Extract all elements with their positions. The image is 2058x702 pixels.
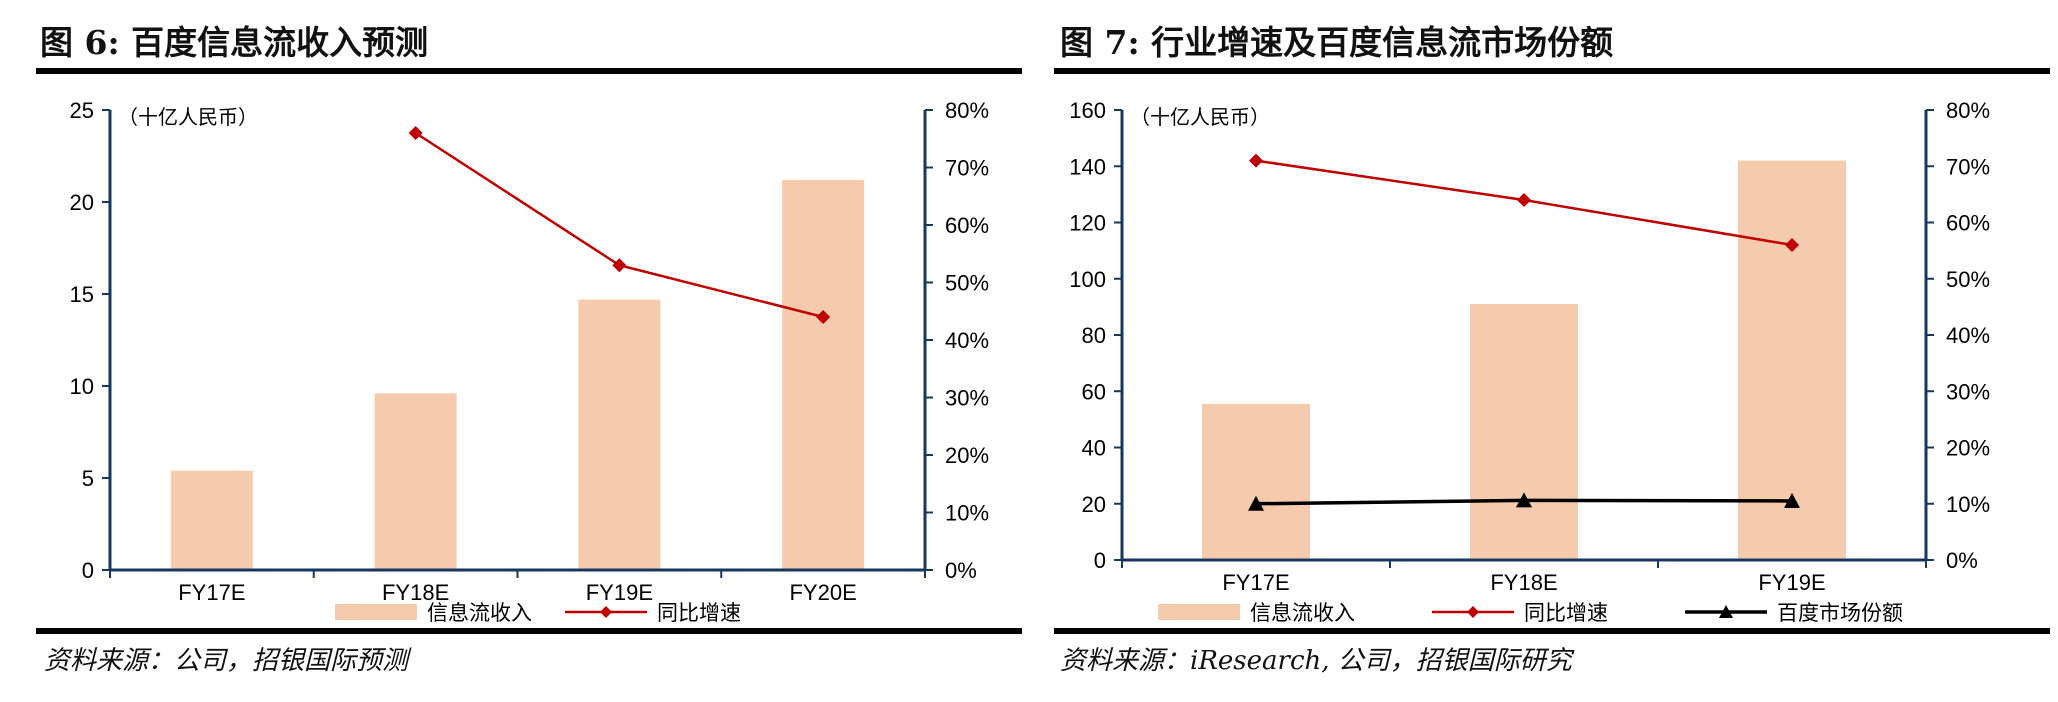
y2-tick-label: 20% (1946, 436, 1990, 461)
y-tick-label: 60 (1082, 379, 1106, 404)
figure-6-bottom-rule (36, 628, 1022, 634)
y-tick-label: 10 (70, 374, 94, 399)
series-line (414, 131, 824, 319)
bar (1202, 403, 1310, 560)
x-tick-label: FY19E (586, 580, 653, 605)
bar (170, 470, 253, 570)
y2-tick-label: 40% (1946, 323, 1990, 348)
y-tick-label: 160 (1069, 98, 1106, 123)
y-tick-label: 40 (1082, 436, 1106, 461)
x-tick-label: FY17E (1222, 570, 1289, 595)
y-tick-label: 15 (70, 282, 94, 307)
y2-tick-label: 0% (1946, 548, 1978, 573)
unit-note: （十亿人民币） (1130, 106, 1270, 129)
y2-tick-label: 40% (945, 328, 989, 353)
legend-label: 信息流收入 (1250, 602, 1355, 625)
y2-tick-label: 50% (1946, 267, 1990, 292)
y-tick-label: 25 (70, 98, 94, 123)
share-point (1248, 495, 1264, 511)
figure-7-top-rule (1054, 68, 2050, 74)
growth-point (816, 310, 831, 324)
y2-tick-label: 0% (945, 558, 977, 583)
y2-tick-label: 10% (1946, 492, 1990, 517)
figure-7-chart: 0 20 40 60 80 100 120 140 160 0% 10% 20% 30% 40% 50% 60… (1069, 98, 1990, 625)
y2-tick-label: 60% (945, 213, 989, 238)
legend-label: 同比增速 (657, 602, 741, 625)
bar (374, 393, 457, 570)
figure-7-bottom-rule (1054, 628, 2050, 634)
figure-6-top-rule (36, 68, 1022, 74)
figure-7-title: 图 7: 行业增速及百度信息流市场份额 (1060, 23, 1614, 62)
y-tick-label: 140 (1069, 154, 1106, 179)
y2-tick-label: 70% (1946, 154, 1990, 179)
figure-7-source: 资料来源：iResearch, 公司，招银国际研究 (1060, 646, 1572, 676)
legend-marker (600, 606, 612, 618)
unit-note: （十亿人民币） (118, 106, 258, 129)
y2-tick-label: 30% (1946, 379, 1990, 404)
y2-tick-label: 80% (1946, 98, 1990, 123)
growth-point (1249, 153, 1263, 168)
x-tick-label: FY17E (178, 580, 245, 605)
bar (782, 179, 865, 571)
y2-tick-label: 60% (1946, 211, 1990, 236)
y2-tick-label: 20% (945, 443, 989, 468)
y2-tick-label: 10% (945, 501, 989, 526)
figure-6-title: 图 6: 百度信息流收入预测 (40, 23, 429, 62)
growth-point (1517, 193, 1531, 207)
x-tick-label: FY18E (382, 580, 449, 605)
share-point (1516, 492, 1532, 508)
legend-label: 同比增速 (1524, 602, 1608, 625)
share-point (1784, 492, 1800, 508)
x-tick-label: FY19E (1758, 570, 1825, 595)
legend-swatch-bar (1158, 604, 1240, 620)
legend-label: 信息流收入 (427, 602, 532, 625)
legend-marker (1467, 606, 1479, 618)
y2-tick-label: 80% (945, 98, 989, 123)
bar (578, 299, 661, 570)
y2-tick-label: 30% (945, 386, 989, 411)
figure-7-panel: 图 7: 行业增速及百度信息流市场份额 0 20 40 60 80 100 120 140 16… (1050, 0, 2058, 702)
bar (1470, 304, 1578, 560)
x-tick-label: FY18E (1490, 570, 1557, 595)
legend-marker (1719, 605, 1733, 618)
figure-6-chart: 0 5 10 15 20 25 0% 10% 20% 30% 40% 50% 60% 70% 80% FY17… (70, 98, 990, 625)
growth-point (1785, 238, 1799, 252)
figure-6-panel: 图 6: 百度信息流收入预测 0 5 10 15 20 25 0% 10% 20% 30% 40% 5… (36, 23, 1022, 676)
x-tick-label: FY20E (789, 580, 856, 605)
y-tick-label: 120 (1069, 211, 1106, 236)
legend-label: 百度市场份额 (1777, 602, 1903, 625)
growth-point (408, 126, 423, 140)
y2-tick-label: 50% (945, 271, 989, 296)
y-tick-label: 20 (70, 190, 94, 215)
y-tick-label: 5 (82, 466, 94, 491)
figure-6-source: 资料来源：公司，招银国际预测 (44, 646, 409, 676)
growth-point (612, 258, 627, 273)
y2-tick-label: 70% (945, 156, 989, 181)
legend-swatch-bar (335, 604, 417, 620)
y-tick-label: 100 (1069, 267, 1106, 292)
y-tick-label: 0 (82, 558, 94, 583)
y-tick-label: 80 (1082, 323, 1106, 348)
y-tick-label: 20 (1082, 492, 1106, 517)
y-tick-label: 0 (1094, 548, 1106, 573)
